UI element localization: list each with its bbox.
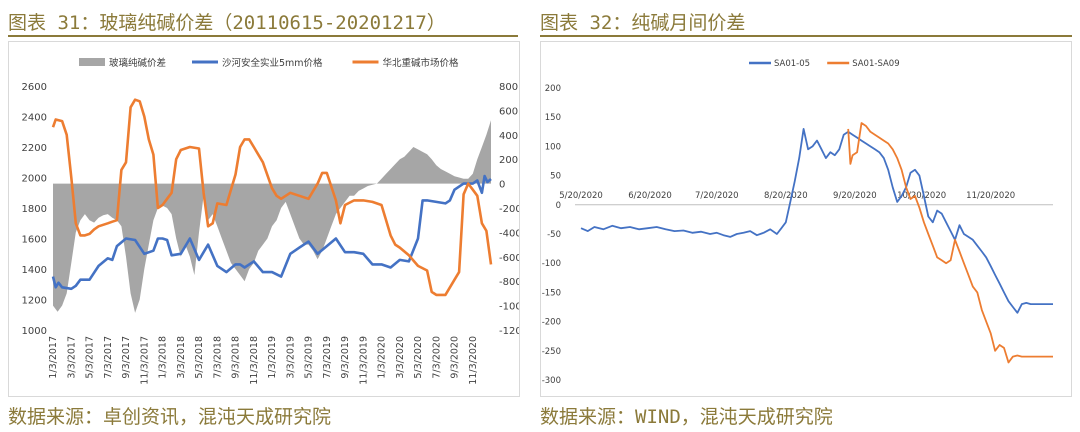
x-tick-label: 9/3/2019: [340, 336, 351, 379]
y-tick-label: 200: [545, 84, 561, 94]
x-tick-label: 7/20/2020: [695, 191, 739, 201]
y-left-tick-label: 2400: [22, 113, 47, 124]
x-tick-label: 11/3/2018: [249, 336, 260, 385]
y-right-tick-label: 800: [499, 82, 518, 93]
x-tick-label: 3/3/2018: [176, 336, 187, 379]
x-tick-label: 11/3/2019: [358, 336, 369, 385]
y-tick-label: -200: [542, 318, 561, 328]
y-right-tick-label: -1200: [499, 326, 519, 337]
y-left-tick-label: 1000: [22, 326, 47, 337]
x-tick-label: 7/3/2018: [212, 336, 223, 379]
figure-31-chart: 玻璃纯碱价差 沙河安全实业5mm价格 华北重碱市场价格 1000 1200 1400 160…: [22, 57, 529, 385]
y-left-tick-label: 1200: [22, 296, 47, 307]
legend-label-0: 玻璃纯碱价差: [109, 57, 166, 69]
y-right-tick-label: 0: [499, 180, 505, 191]
legend-swatch-0: [79, 58, 105, 66]
x-tick-label: 7/3/2020: [431, 336, 442, 379]
x-tick-label: 6/20/2020: [628, 191, 672, 201]
y-left-tick-label: 2600: [22, 82, 47, 93]
y-left-tick-label: 1800: [22, 204, 47, 215]
x-tick-label: 9/3/2020: [450, 336, 461, 379]
x-tick-label: 5/3/2019: [304, 336, 315, 379]
figure-31-source: 数据来源：卓创资讯，混沌天成研究院: [8, 406, 332, 428]
y-right-tick-label: 600: [499, 106, 518, 117]
figure-31-title: 图表 31：玻璃纯碱价差（20110615-20201217）: [8, 12, 446, 34]
figure-32-chart-frame: SA01-05 SA01-SA09 -300 -250 -200 -150 -100 -50 0…: [540, 41, 1072, 397]
x-tick-label: 5/3/2018: [194, 336, 205, 379]
y-tick-label: 100: [545, 142, 561, 152]
legend-label-2: 华北重碱市场价格: [383, 57, 460, 69]
x-tick-label: 5/20/2020: [559, 191, 603, 201]
legend-label-1: SA01-SA09: [852, 59, 899, 69]
y-left-tick-label: 1400: [22, 265, 47, 276]
y-left-tick-label: 1600: [22, 235, 47, 246]
x-tick-label: 11/20/2020: [966, 191, 1015, 201]
y-tick-label: -100: [542, 259, 561, 269]
figure-31-chart-frame: 玻璃纯碱价差 沙河安全实业5mm价格 华北重碱市场价格 1000 1200 1400 160…: [8, 41, 529, 397]
series-line-sa01-sa09: [847, 122, 1053, 364]
x-tick-label: 3/3/2019: [285, 336, 296, 379]
figure-32-title: 图表 32：纯碱月间价差: [540, 12, 746, 34]
x-tick-label: 9/3/2018: [231, 336, 242, 379]
y-tick-label: -150: [542, 288, 561, 298]
y-tick-label: -50: [547, 230, 561, 240]
figure-32-chart: SA01-05 SA01-SA09 -300 -250 -200 -150 -100 -50 0…: [542, 59, 1053, 386]
y-right-tick-label: 400: [499, 131, 518, 142]
x-tick-label: 3/3/2017: [66, 336, 77, 379]
x-tick-label: 7/3/2017: [103, 336, 114, 379]
figure-31-title-rule: [8, 35, 518, 37]
y-right-tick-label: -800: [499, 277, 519, 288]
x-tick-label: 7/3/2019: [322, 336, 333, 379]
y-right-tick-label: -600: [499, 253, 519, 264]
y-left-tick-label: 2200: [22, 143, 47, 154]
x-tick-label: 5/3/2017: [85, 336, 96, 379]
x-tick-label: 10/20/2020: [897, 191, 946, 201]
x-tick-label: 11/3/2017: [139, 336, 150, 385]
series-line-shahe-glass-price: [51, 174, 492, 291]
x-tick-label: 9/3/2017: [121, 336, 132, 379]
y-tick-label: -250: [542, 347, 561, 357]
figure-32-source: 数据来源：WIND，混沌天成研究院: [540, 406, 833, 428]
y-left-tick-label: 2000: [22, 174, 47, 185]
y-right-tick-label: -1000: [499, 302, 519, 313]
x-tick-label: 5/3/2020: [413, 336, 424, 379]
y-tick-label: 0: [556, 201, 561, 211]
x-tick-label: 1/3/2020: [377, 336, 388, 379]
x-tick-label: 11/3/2020: [468, 336, 479, 385]
x-tick-label: 1/3/2019: [267, 336, 278, 379]
x-tick-label: 8/20/2020: [764, 191, 808, 201]
x-tick-label: 9/20/2020: [833, 191, 877, 201]
y-right-tick-label: 200: [499, 155, 518, 166]
y-tick-label: -300: [542, 376, 561, 386]
x-tick-label: 3/3/2020: [395, 336, 406, 379]
y-right-tick-label: -200: [499, 204, 519, 215]
series-line-north-china-soda-price: [51, 98, 493, 297]
y-tick-label: 50: [550, 172, 561, 182]
x-tick-label: 1/3/2018: [158, 336, 169, 379]
y-tick-label: 150: [545, 113, 561, 123]
series-area-glass-soda-spread: [53, 120, 491, 313]
legend-label-0: SA01-05: [774, 59, 810, 69]
legend-label-1: 沙河安全实业5mm价格: [222, 57, 323, 69]
x-tick-label: 1/3/2017: [48, 336, 59, 379]
y-right-tick-label: -400: [499, 228, 519, 239]
figure-32-title-rule: [540, 35, 1072, 37]
series-line-sa01-05: [580, 128, 1053, 314]
